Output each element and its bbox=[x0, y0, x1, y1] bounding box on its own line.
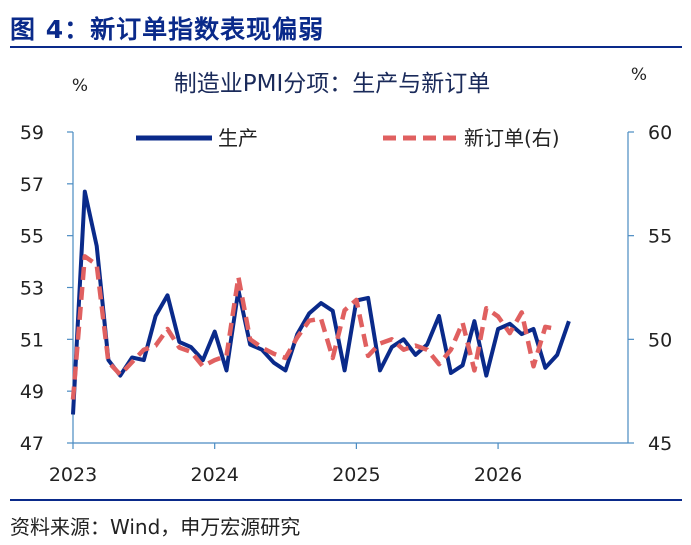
left-y-tick-label: 49 bbox=[20, 381, 44, 403]
left-y-tick-label: 53 bbox=[20, 278, 44, 300]
chart-title: 制造业PMI分项：生产与新订单 bbox=[174, 71, 491, 97]
right-y-tick-label: 55 bbox=[648, 226, 672, 248]
left-y-tick-label: 59 bbox=[20, 122, 44, 144]
legend-label-new-orders: 新订单(右) bbox=[464, 126, 560, 150]
left-y-tick-label: 47 bbox=[20, 433, 44, 455]
right-y-tick-label: 60 bbox=[648, 122, 672, 144]
title-rule bbox=[10, 46, 682, 48]
left-y-tick-label: 51 bbox=[20, 329, 44, 351]
x-tick-label: 2025 bbox=[332, 464, 380, 486]
figure-title: 图 4：新订单指数表现偏弱 bbox=[10, 15, 325, 44]
left-unit-label: % bbox=[72, 76, 88, 96]
left-y-tick-label: 55 bbox=[20, 226, 44, 248]
left-y-tick-label: 57 bbox=[20, 174, 44, 196]
source-note: 资料来源：Wind，申万宏源研究 bbox=[10, 515, 301, 539]
right-unit-label: % bbox=[631, 65, 647, 85]
right-y-tick-label: 45 bbox=[648, 433, 672, 455]
right-y-tick-label: 50 bbox=[648, 329, 672, 351]
series-line-production bbox=[71, 189, 571, 415]
legend-label-production: 生产 bbox=[218, 126, 258, 150]
series-line-new-orders bbox=[70, 254, 558, 400]
x-tick-label: 2023 bbox=[49, 464, 97, 486]
x-tick-label: 2024 bbox=[191, 464, 239, 486]
x-tick-label: 2026 bbox=[474, 464, 522, 486]
footer-rule bbox=[10, 499, 682, 501]
